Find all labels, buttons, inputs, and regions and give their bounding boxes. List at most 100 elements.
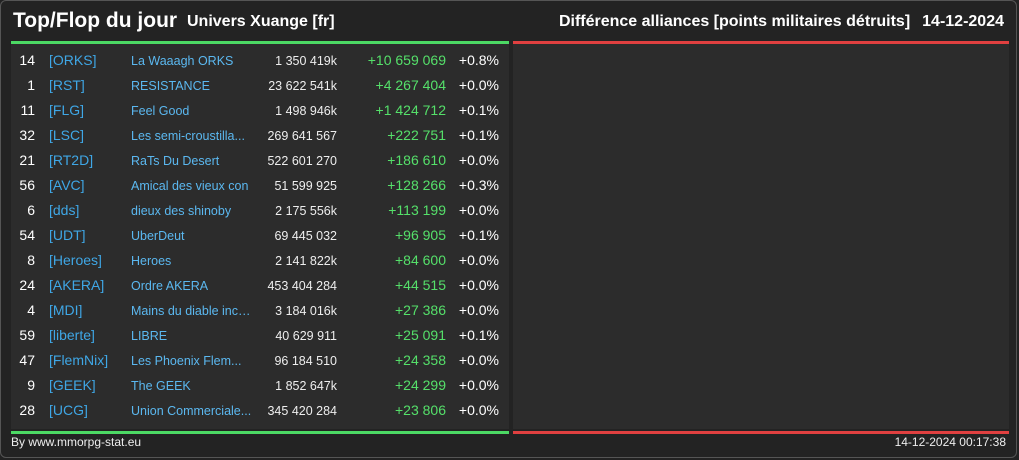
rank-cell: 54 <box>19 227 35 243</box>
top-list: 14 [ORKS] La Waaagh ORKS 1 350 419k +10 659 … <box>11 48 509 423</box>
table-row: 28 [UCG] Union Commerciale... 345 420 284 +2… <box>11 398 509 423</box>
points-cell: 96 184 510 <box>274 354 337 368</box>
source-credit: By www.mmorpg-stat.eu <box>11 435 142 449</box>
diff-cell: +222 751 <box>387 127 446 143</box>
points-cell: 2 141 822k <box>275 254 337 268</box>
alliance-tag-link[interactable]: [AVC] <box>49 177 85 193</box>
alliance-name-link[interactable]: Mains du diable inco... <box>131 304 255 318</box>
table-row: 1 [RST] RESISTANCE 23 622 541k +4 267 404 +0.… <box>11 73 509 98</box>
rank-cell: 59 <box>19 327 35 343</box>
percent-cell: +0.3% <box>458 177 499 193</box>
alliance-tag-link[interactable]: [UCG] <box>49 402 88 418</box>
points-cell: 3 184 016k <box>275 304 337 318</box>
percent-cell: +0.0% <box>458 152 499 168</box>
percent-cell: +0.1% <box>458 227 499 243</box>
alliance-tag-link[interactable]: [FlemNix] <box>49 352 109 368</box>
points-cell: 1 350 419k <box>275 54 337 68</box>
diff-cell: +44 515 <box>395 277 446 293</box>
alliance-tag-link[interactable]: [RST] <box>49 77 85 93</box>
points-cell: 2 175 556k <box>275 204 337 218</box>
alliance-name-link[interactable]: dieux des shinoby <box>131 204 232 218</box>
points-cell: 269 641 567 <box>267 129 337 143</box>
table-row: 9 [GEEK] The GEEK 1 852 647k +24 299 +0.0% <box>11 373 509 398</box>
percent-cell: +0.0% <box>458 377 499 393</box>
rank-cell: 24 <box>19 277 35 293</box>
alliance-tag-link[interactable]: [ORKS] <box>49 52 97 68</box>
table-row: 4 [MDI] Mains du diable inco... 3 184 016k +… <box>11 298 509 323</box>
rank-cell: 32 <box>19 127 35 143</box>
rank-cell: 56 <box>19 177 35 193</box>
rank-cell: 21 <box>19 152 35 168</box>
points-cell: 40 629 911 <box>275 329 337 343</box>
points-cell: 51 599 925 <box>274 179 337 193</box>
diff-cell: +113 199 <box>388 202 446 218</box>
top-panel-top-bar <box>11 41 509 44</box>
alliance-tag-link[interactable]: [GEEK] <box>49 377 96 393</box>
percent-cell: +0.0% <box>458 402 499 418</box>
diff-cell: +10 659 069 <box>367 52 446 68</box>
ranking-header: Différence alliances [points militaires … <box>559 13 1004 31</box>
alliance-name-link[interactable]: Amical des vieux con <box>131 179 249 193</box>
alliance-tag-link[interactable]: [AKERA] <box>49 277 105 293</box>
rank-cell: 6 <box>27 202 35 218</box>
alliance-name-link[interactable]: Union Commerciale... <box>131 404 252 418</box>
points-cell: 453 404 284 <box>267 279 337 293</box>
alliance-name-link[interactable]: UberDeut <box>131 229 185 243</box>
alliance-name-link[interactable]: RESISTANCE <box>131 79 210 93</box>
table-row: 56 [AVC] Amical des vieux con 51 599 925 +12… <box>11 173 509 198</box>
diff-cell: +4 267 404 <box>375 77 446 93</box>
percent-cell: +0.1% <box>458 327 499 343</box>
rank-cell: 9 <box>27 377 35 393</box>
diff-cell: +27 386 <box>395 302 446 318</box>
alliance-name-link[interactable]: LIBRE <box>131 329 168 343</box>
alliance-name-link[interactable]: The GEEK <box>131 379 191 393</box>
alliance-tag-link[interactable]: [liberte] <box>49 327 95 343</box>
points-cell: 69 445 032 <box>274 229 337 243</box>
points-cell: 522 601 270 <box>267 154 337 168</box>
rank-cell: 28 <box>19 402 35 418</box>
percent-cell: +0.0% <box>458 277 499 293</box>
alliance-tag-link[interactable]: [dds] <box>49 202 80 218</box>
universe-label: Univers Xuange [fr] <box>187 13 335 30</box>
ranking-title: Différence alliances [points militaires … <box>558 13 911 30</box>
header: Top/Flop du jour Univers Xuange [fr] Dif… <box>13 7 1004 37</box>
alliance-name-link[interactable]: Feel Good <box>131 104 190 118</box>
points-cell: 1 498 946k <box>275 104 337 118</box>
top-panel <box>11 44 509 429</box>
alliance-tag-link[interactable]: [RT2D] <box>49 152 94 168</box>
diff-cell: +24 358 <box>395 352 446 368</box>
percent-cell: +0.1% <box>458 127 499 143</box>
table-row: 47 [FlemNix] Les Phoenix Flem... 96 184 510… <box>11 348 509 373</box>
table-row: 54 [UDT] UberDeut 69 445 032 +96 905 +0.1% <box>11 223 509 248</box>
alliance-name-link[interactable]: Les semi-croustilla... <box>131 129 245 143</box>
alliance-name-link[interactable]: RaTs Du Desert <box>131 154 220 168</box>
flop-panel-bottom-bar <box>513 431 1009 434</box>
table-row: 6 [dds] dieux des shinoby 2 175 556k +113 19… <box>11 198 509 223</box>
percent-cell: +0.0% <box>458 77 499 93</box>
alliance-tag-link[interactable]: [FLG] <box>49 102 85 118</box>
alliance-name-link[interactable]: Les Phoenix Flem... <box>131 354 242 368</box>
alliance-name-link[interactable]: La Waaagh ORKS <box>131 54 234 68</box>
points-cell: 23 622 541k <box>268 79 337 93</box>
diff-cell: +128 266 <box>387 177 446 193</box>
percent-cell: +0.0% <box>458 352 499 368</box>
diff-cell: +24 299 <box>395 377 446 393</box>
table-row: 8 [Heroes] Heroes 2 141 822k +84 600 +0.0% <box>11 248 509 273</box>
percent-cell: +0.0% <box>458 252 499 268</box>
rank-cell: 14 <box>19 52 35 68</box>
rank-cell: 4 <box>27 302 35 318</box>
alliance-tag-link[interactable]: [LSC] <box>49 127 85 143</box>
diff-cell: +23 806 <box>395 402 446 418</box>
alliance-name-link[interactable]: Ordre AKERA <box>131 279 209 293</box>
table-row: 21 [RT2D] RaTs Du Desert 522 601 270 +186 61… <box>11 148 509 173</box>
diff-cell: +186 610 <box>387 152 446 168</box>
page-title: Top/Flop du jour <box>13 9 178 32</box>
percent-cell: +0.8% <box>458 52 499 68</box>
alliance-name-link[interactable]: Heroes <box>131 254 172 268</box>
alliance-tag-link[interactable]: [MDI] <box>49 302 83 318</box>
table-row: 32 [LSC] Les semi-croustilla... 269 641 567… <box>11 123 509 148</box>
table-row: 14 [ORKS] La Waaagh ORKS 1 350 419k +10 659 … <box>11 48 509 73</box>
points-cell: 1 852 647k <box>275 379 337 393</box>
alliance-tag-link[interactable]: [UDT] <box>49 227 86 243</box>
alliance-tag-link[interactable]: [Heroes] <box>49 252 102 268</box>
